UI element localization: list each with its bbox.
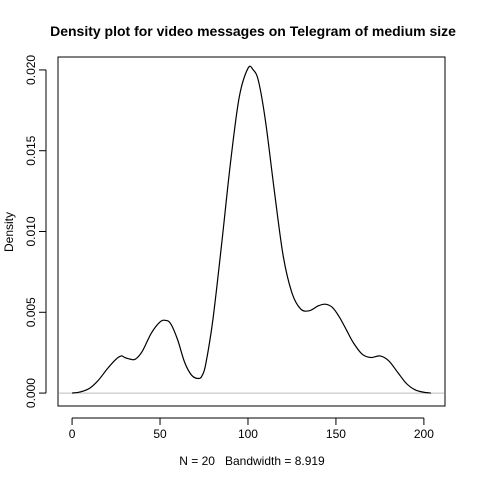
y-axis: 0.000 0.005 0.010 0.015 0.020 (24, 55, 47, 408)
y-tick-label: 0.000 (24, 378, 38, 408)
y-tick-label: 0.020 (24, 55, 38, 85)
y-tick-label: 0.005 (24, 297, 38, 327)
chart-title: Density plot for video messages on Teleg… (50, 23, 456, 39)
x-tick-label: 150 (326, 427, 346, 441)
plot-frame (57, 56, 446, 407)
x-tick-label: 200 (414, 427, 434, 441)
y-tick-label: 0.010 (24, 216, 38, 246)
density-curve (71, 65, 431, 394)
x-axis: 0 50 100 150 200 (69, 417, 434, 441)
y-tick-label: 0.015 (24, 135, 38, 165)
x-tick-label: 100 (238, 427, 258, 441)
y-axis-label: Density (2, 212, 16, 252)
x-tick-label: 0 (69, 427, 76, 441)
x-axis-label: N = 20 Bandwidth = 8.919 (179, 454, 325, 468)
x-tick-label: 50 (153, 427, 167, 441)
